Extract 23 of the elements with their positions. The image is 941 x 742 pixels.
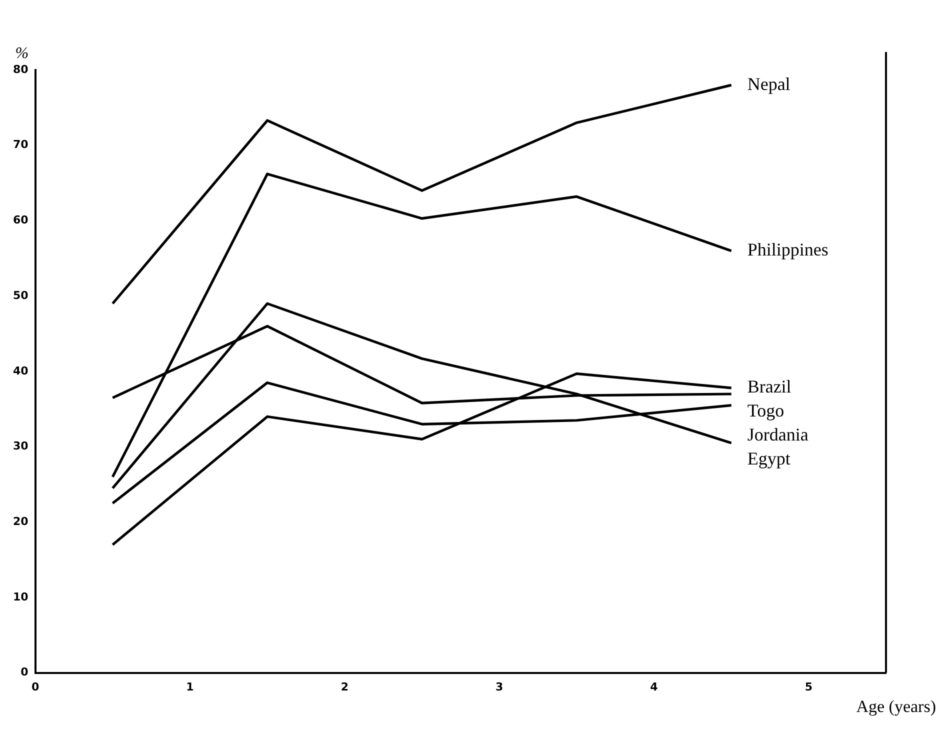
x-tick-label: 4: [650, 680, 658, 694]
y-tick-label: 70: [12, 138, 29, 152]
series-label: Nepal: [747, 74, 790, 94]
x-axis-title: Age (years): [856, 696, 936, 716]
y-tick-label: 0: [20, 666, 29, 679]
y-tick-label: 40: [12, 364, 29, 378]
series-label: Egypt: [747, 448, 790, 469]
x-tick-label: 1: [186, 680, 194, 694]
x-tick-label: 5: [804, 680, 812, 694]
y-tick-label: 50: [12, 288, 29, 302]
y-tick-label: 80: [12, 62, 29, 76]
y-tick-label: 10: [12, 590, 29, 604]
y-tick-label: 20: [12, 514, 29, 528]
series-label: Brazil: [747, 376, 792, 397]
y-tick-label: 60: [12, 214, 29, 227]
series-label: Jordania: [747, 424, 808, 445]
series-label: Togo: [747, 400, 784, 421]
y-tick-label: 30: [12, 440, 29, 453]
y-axis-title: %: [15, 45, 29, 62]
x-tick-label: 2: [340, 680, 348, 694]
x-tick-label: 0: [31, 680, 40, 694]
series-label: Philippines: [747, 240, 828, 260]
x-tick-label: 3: [495, 680, 504, 694]
